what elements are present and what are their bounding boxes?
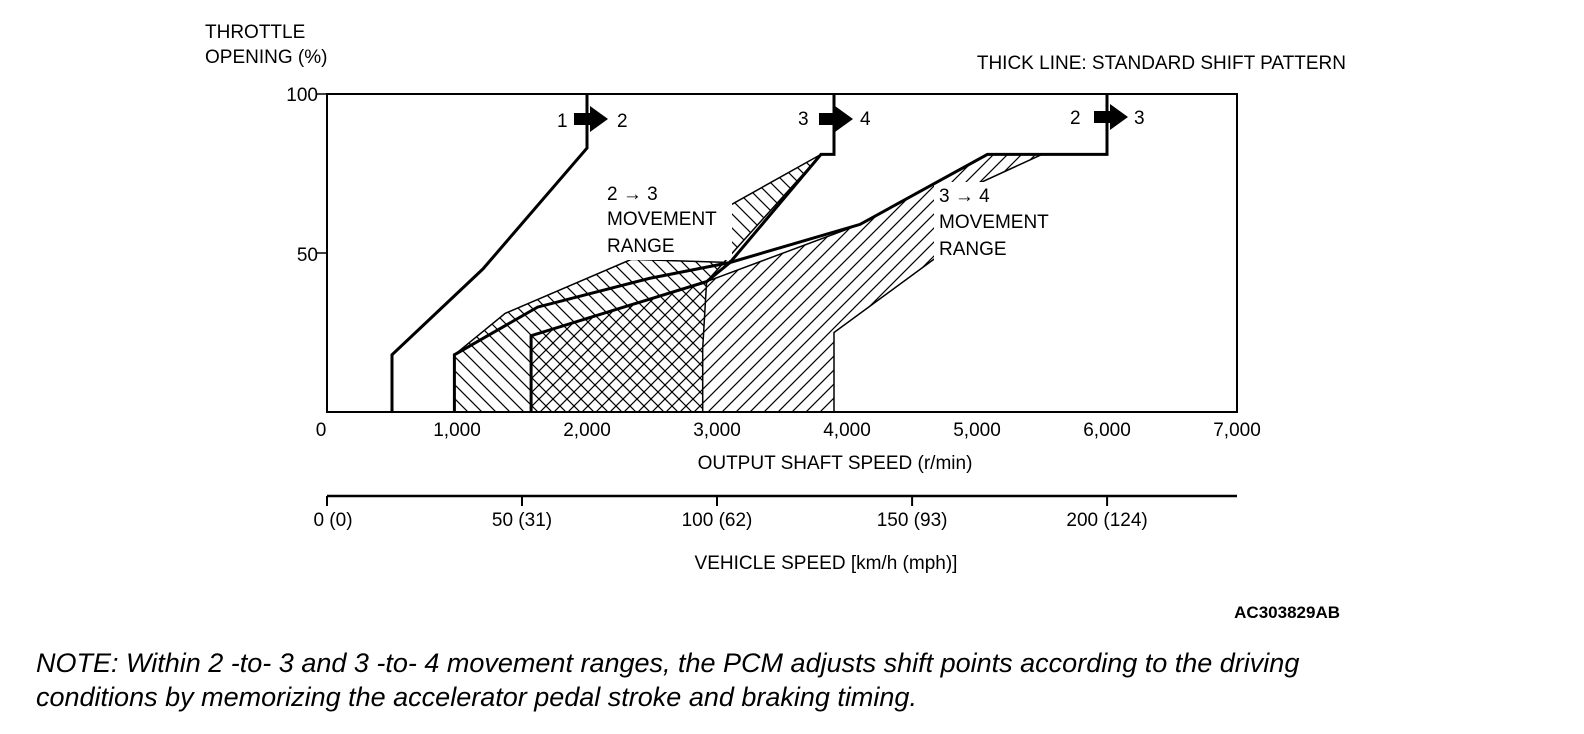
shift-line-3-4 bbox=[529, 94, 836, 412]
to-gear-4: 3 bbox=[1134, 108, 1145, 129]
x2-tick-label: 150 (93) bbox=[877, 510, 948, 531]
shift-marker-3-4: 2 3 bbox=[1070, 104, 1145, 130]
x-ticks: 0 1,000 2,000 3,000 4,000 5,000 6,000 7,000 bbox=[316, 420, 1261, 441]
shift-marker-2-3: 3 4 bbox=[798, 106, 871, 132]
range-3-4-label: 3 → 4 MOVEMENT RANGE bbox=[939, 186, 1054, 260]
shift-arrow-icon bbox=[819, 106, 853, 132]
x2-tick-label: 0 (0) bbox=[313, 510, 352, 531]
note-paragraph: NOTE: Within 2 -to- 3 and 3 -to- 4 movem… bbox=[36, 646, 1556, 714]
x-tick-label: 4,000 bbox=[823, 420, 871, 441]
y-axis-label: THROTTLE OPENING (%) bbox=[205, 22, 327, 68]
y-tick-label: 100 bbox=[286, 85, 318, 106]
y-tick-label: 50 bbox=[297, 245, 318, 266]
note-line-1: NOTE: Within 2 -to- 3 and 3 -to- 4 movem… bbox=[36, 648, 1300, 678]
shift-marker-1-2: 1 2 bbox=[557, 106, 628, 132]
x-tick-label: 6,000 bbox=[1083, 420, 1131, 441]
shift-arrow-icon bbox=[1094, 104, 1128, 130]
x2-tick-label: 200 (124) bbox=[1066, 510, 1147, 531]
from-gear-1: 1 bbox=[557, 111, 568, 132]
shift-line-1-2 bbox=[390, 94, 589, 412]
note-line-2: conditions by memorizing the accelerator… bbox=[36, 682, 917, 712]
from-gear-2: 3 bbox=[798, 109, 809, 130]
from-gear-3: 2 bbox=[1070, 108, 1081, 129]
shift-lines bbox=[390, 94, 1109, 412]
figure-code: AC303829AB bbox=[1234, 603, 1340, 622]
x-tick-label: 5,000 bbox=[953, 420, 1001, 441]
x2-ticks: 0 (0) 50 (31) 100 (62) 150 (93) 200 (124) bbox=[313, 496, 1148, 531]
to-gear-3: 4 bbox=[860, 109, 871, 130]
range-2-3-label-bg bbox=[600, 180, 732, 260]
x-tick-label: 3,000 bbox=[693, 420, 741, 441]
range-3-4-label-bg bbox=[934, 182, 1066, 262]
x2-axis-label: VEHICLE SPEED [km/h (mph)] bbox=[695, 553, 958, 574]
x-tick-label: 2,000 bbox=[563, 420, 611, 441]
y-ticks: 100 50 bbox=[286, 85, 327, 266]
shift-arrow-icon bbox=[574, 106, 608, 132]
standard-pattern-note: THICK LINE: STANDARD SHIFT PATTERN bbox=[977, 53, 1346, 74]
x2-tick-label: 50 (31) bbox=[492, 510, 552, 531]
x-tick-label: 0 bbox=[316, 420, 327, 441]
x-tick-label: 1,000 bbox=[433, 420, 481, 441]
x-tick-label: 7,000 bbox=[1213, 420, 1261, 441]
x-axis-label: OUTPUT SHAFT SPEED (r/min) bbox=[698, 453, 973, 474]
to-gear-2: 2 bbox=[617, 111, 628, 132]
range-2-3-label: 2 → 3 MOVEMENT RANGE bbox=[607, 184, 722, 257]
x2-tick-label: 100 (62) bbox=[682, 510, 753, 531]
